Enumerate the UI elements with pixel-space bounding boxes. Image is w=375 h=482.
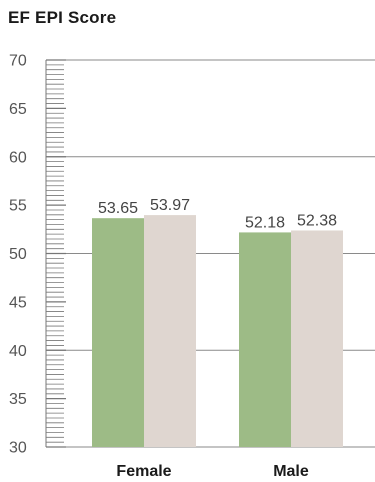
category-label-male: Male: [273, 463, 309, 480]
bar-male-series-2: [291, 230, 343, 447]
y-tick-label: 55: [9, 198, 27, 215]
y-tick-label: 35: [9, 391, 27, 408]
y-tick-label: 40: [9, 343, 27, 360]
data-label-male-series-2: 52.38: [297, 212, 337, 229]
label-layer: 53.65 53.97 Female 52.18 52.38 Male 30 35 40 45 50…: [9, 53, 337, 481]
y-tick-label: 45: [9, 294, 27, 311]
bar-layer: [92, 215, 343, 447]
bar-male-series-1: [239, 232, 291, 447]
bar-female-series-2: [144, 215, 196, 447]
data-label-female-series-2: 53.97: [150, 197, 190, 214]
chart-title: EF EPI Score: [8, 8, 117, 27]
y-axis: [45, 59, 66, 448]
category-label-female: Female: [116, 463, 171, 480]
y-tick-label: 50: [9, 246, 27, 263]
y-tick-label: 30: [9, 440, 27, 457]
data-label-male-series-1: 52.18: [245, 214, 285, 231]
y-tick-label: 60: [9, 149, 27, 166]
y-tick-label: 65: [9, 101, 27, 118]
data-label-female-series-1: 53.65: [98, 200, 138, 217]
y-tick-label: 70: [9, 53, 27, 70]
bar-female-series-1: [92, 218, 144, 447]
